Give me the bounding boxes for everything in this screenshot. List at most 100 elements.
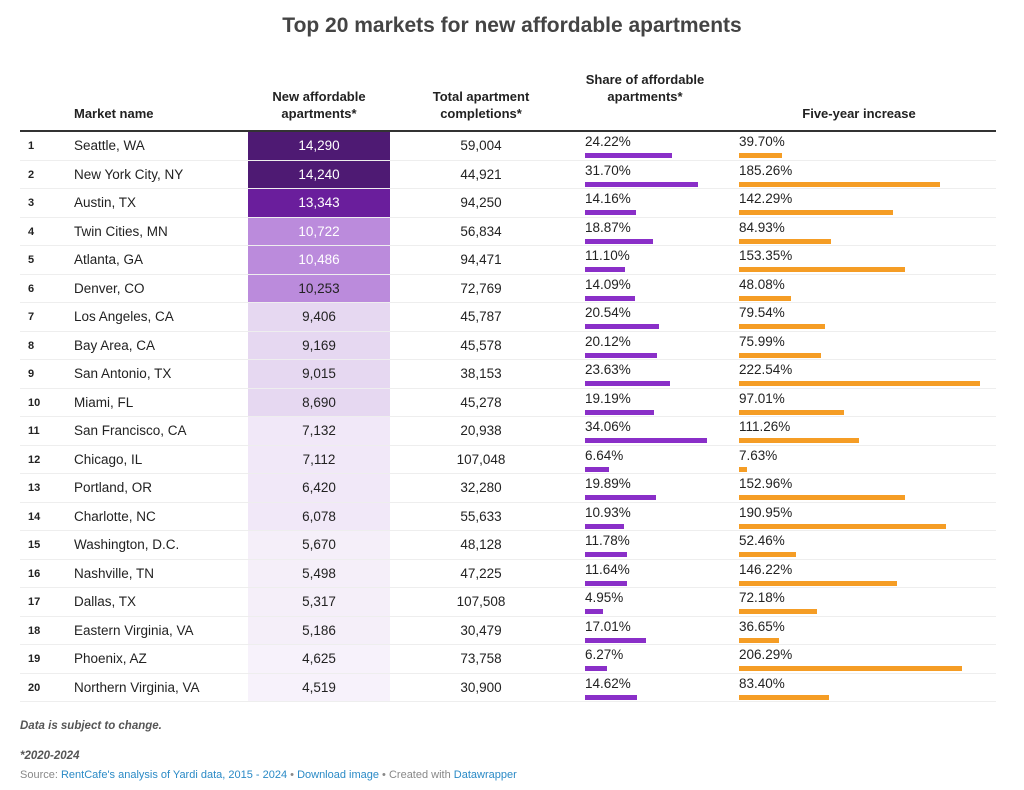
table-row: 15 Washington, D.C. 5,670 48,128 11.78% 52.46… — [20, 531, 996, 560]
header-increase: Five-year increase — [802, 106, 916, 121]
total-completions: 30,479 — [460, 622, 502, 638]
market-name: Dallas, TX — [74, 594, 137, 609]
share-value: 24.22% — [585, 134, 631, 149]
share-value: 11.78% — [585, 533, 630, 548]
increase-bar — [739, 666, 963, 671]
total-completions: 72,769 — [460, 280, 502, 296]
increase-value: 7.63% — [739, 447, 778, 463]
increase-value: 153.35% — [739, 248, 793, 263]
share-bar — [585, 495, 657, 500]
share-bar — [585, 438, 707, 443]
table-row: 12 Chicago, IL 7,112 107,048 6.64% 7.63% — [20, 445, 996, 474]
share-value: 19.19% — [585, 390, 631, 406]
market-name: San Antonio, TX — [74, 366, 172, 381]
market-name: Northern Virginia, VA — [74, 679, 200, 695]
market-name: Twin Cities, MN — [74, 223, 168, 239]
table-row: 4 Twin Cities, MN 10,722 56,834 18.87% 84.93% — [20, 217, 996, 246]
market-name: Bay Area, CA — [74, 337, 156, 353]
increase-bar — [739, 466, 748, 472]
header-new: New affordable apartments* — [272, 89, 366, 121]
share-value: 10.93% — [585, 504, 631, 520]
total-completions: 107,048 — [456, 451, 506, 467]
market-name: Atlanta, GA — [74, 252, 144, 267]
table-row: 16 Nashville, TN 5,498 47,225 11.64% 146.22% — [20, 559, 996, 588]
share-value: 17.01% — [585, 618, 631, 634]
table-row: 7 Los Angeles, CA 9,406 45,787 20.54% 79.54% — [20, 303, 996, 332]
table-row: 14 Charlotte, NC 6,078 55,633 10.93% 190.95% — [20, 502, 996, 531]
new-affordable-cell: 6,078 — [248, 502, 390, 530]
rank: 12 — [28, 453, 41, 466]
rank: 18 — [28, 624, 41, 637]
rank: 4 — [28, 225, 35, 238]
rank: 9 — [28, 368, 35, 380]
chart-title: Top 20 markets for new affordable apartm… — [282, 14, 742, 37]
new-affordable-cell: 4,625 — [248, 645, 390, 673]
increase-value: 36.65% — [739, 618, 785, 634]
market-name: Los Angeles, CA — [74, 309, 174, 324]
increase-bar — [739, 523, 946, 529]
new-affordable-cell: 10,253 — [248, 274, 390, 302]
share-value: 14.09% — [585, 276, 631, 292]
total-completions: 30,900 — [460, 679, 502, 695]
download-image-link[interactable]: Download image — [297, 769, 379, 781]
total-completions: 45,578 — [460, 337, 502, 353]
table-row: 19 Phoenix, AZ 4,625 73,758 6.27% 206.29% — [20, 645, 996, 674]
share-value: 6.64% — [585, 447, 624, 463]
table-row: 17 Dallas, TX 5,317 107,508 4.95% 72.18% — [20, 588, 996, 617]
share-bar — [585, 267, 625, 272]
market-name: Charlotte, NC — [74, 508, 156, 524]
increase-bar — [739, 694, 830, 700]
new-affordable-cell: 9,015 — [248, 360, 390, 388]
share-bar — [585, 352, 658, 358]
source-line: Source: RentCafe's analysis of Yardi dat… — [20, 769, 517, 781]
share-bar — [585, 238, 653, 244]
increase-value: 185.26% — [739, 162, 793, 178]
share-value: 6.27% — [585, 647, 624, 662]
increase-bar — [739, 637, 779, 643]
separator: • — [287, 769, 298, 781]
new-affordable-cell: 6,420 — [248, 474, 390, 502]
datawrapper-link[interactable]: Datawrapper — [453, 769, 517, 781]
increase-value: 222.54% — [739, 362, 793, 377]
rank: 1 — [28, 140, 35, 152]
rank: 3 — [28, 197, 35, 209]
increase-value: 52.46% — [739, 533, 785, 548]
share-value: 4.95% — [585, 590, 624, 605]
total-completions: 55,633 — [460, 508, 502, 524]
table-row: 3 Austin, TX 13,343 94,250 14.16% 142.29% — [20, 189, 996, 218]
increase-bar — [739, 552, 796, 557]
increase-value: 75.99% — [739, 333, 785, 349]
increase-value: 84.93% — [739, 219, 785, 235]
increase-value: 206.29% — [739, 647, 793, 662]
share-bar — [585, 523, 625, 529]
rank: 6 — [28, 282, 35, 295]
rank: 20 — [28, 681, 41, 694]
rank: 15 — [28, 539, 41, 551]
total-completions: 32,280 — [460, 480, 502, 495]
rank: 5 — [28, 254, 35, 266]
new-affordable-cell: 14,290 — [248, 132, 390, 160]
share-value: 18.87% — [585, 219, 631, 235]
total-completions: 107,508 — [456, 594, 506, 609]
table-row: 9 San Antonio, TX 9,015 38,153 23.63% 222.54% — [20, 360, 996, 389]
total-completions: 38,153 — [460, 366, 502, 381]
increase-bar — [739, 324, 826, 329]
header-total: Total apartment completions* — [432, 89, 530, 121]
source-link[interactable]: RentCafe's analysis of Yardi data, 2015 … — [60, 769, 288, 781]
total-completions: 20,938 — [460, 423, 502, 438]
new-affordable-cell: 10,722 — [248, 217, 390, 245]
new-affordable-cell: 13,343 — [248, 189, 390, 217]
increase-value: 83.40% — [739, 675, 785, 691]
table-row: 6 Denver, CO 10,253 72,769 14.09% 48.08% — [20, 274, 996, 303]
market-name: Seattle, WA — [74, 138, 145, 153]
created-with: • Created with — [379, 769, 454, 781]
share-value: 20.12% — [585, 333, 631, 349]
market-name: Miami, FL — [74, 394, 134, 410]
new-affordable-cell: 4,519 — [248, 673, 390, 701]
footnote: *2020-2024 — [20, 750, 80, 762]
table-row: 8 Bay Area, CA 9,169 45,578 20.12% 75.99% — [20, 331, 996, 360]
new-affordable-cell: 5,317 — [248, 588, 390, 616]
increase-bar — [739, 181, 940, 187]
increase-bar — [739, 381, 980, 386]
